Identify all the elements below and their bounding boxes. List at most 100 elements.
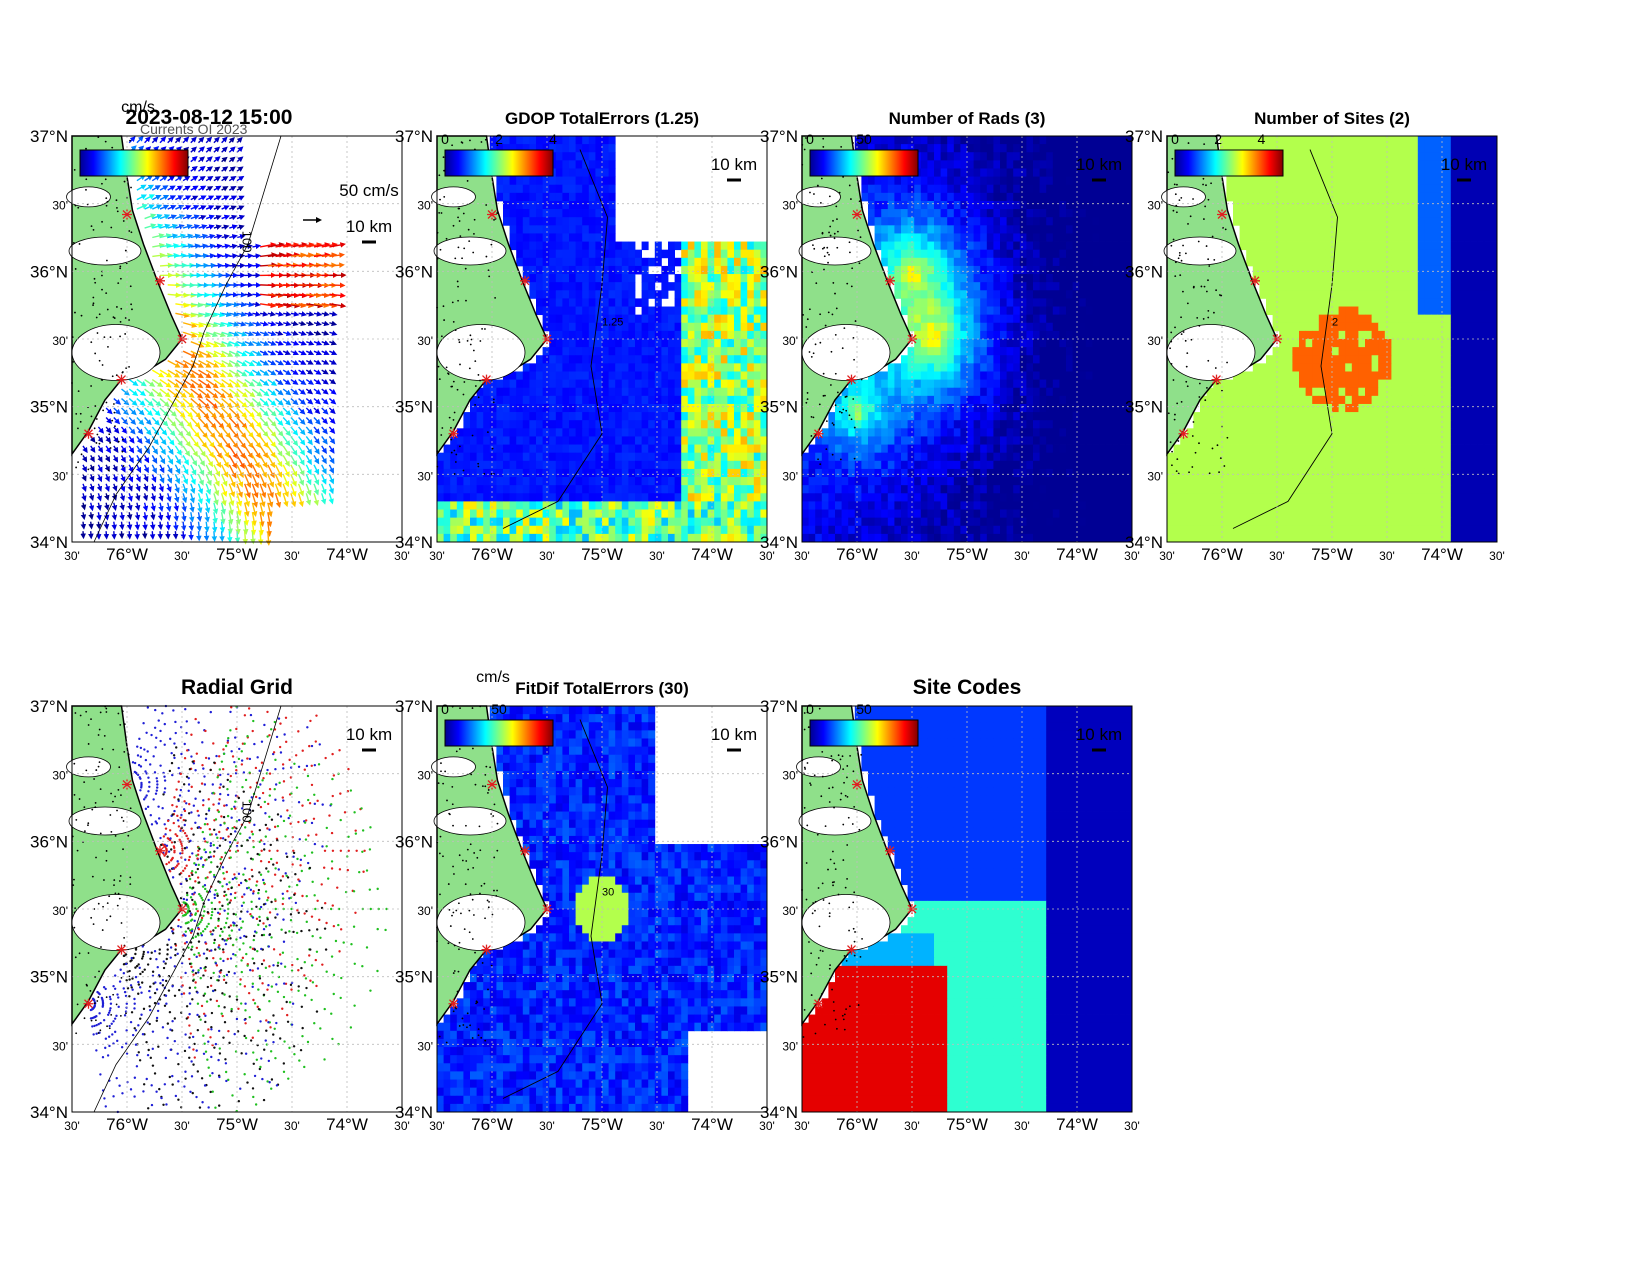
heatmap-cell — [727, 493, 735, 502]
current-vector — [190, 417, 201, 429]
heatmap-cell — [1105, 420, 1113, 429]
heatmap-cell — [1066, 339, 1073, 348]
heatmap-cell — [1000, 395, 1007, 405]
current-vector — [236, 205, 245, 211]
heatmap-cell — [753, 265, 761, 275]
current-vector — [167, 398, 179, 408]
heatmap-cell — [753, 403, 761, 413]
heatmap-cell — [555, 160, 563, 169]
heatmap-cell — [562, 249, 570, 259]
current-vector — [198, 360, 212, 368]
heatmap-cell — [993, 184, 1001, 194]
current-vector — [251, 455, 260, 469]
heatmap-cell — [509, 501, 517, 510]
heatmap-cell — [648, 485, 656, 494]
heatmap-cell — [980, 257, 988, 267]
current-vector — [275, 360, 285, 366]
heatmap-cell — [542, 314, 550, 324]
heatmap-cell — [1039, 290, 1047, 299]
heatmap-cell — [542, 282, 550, 291]
heatmap-cell — [854, 444, 862, 454]
heatmap-cell — [1046, 274, 1054, 283]
current-vector — [283, 320, 292, 327]
current-vector — [96, 483, 103, 492]
heatmap-cell — [1079, 395, 1087, 405]
heatmap-cell — [1118, 412, 1126, 421]
heatmap-cell — [1066, 485, 1073, 494]
y-tick-label: 35°N — [30, 398, 68, 417]
heatmap-cell — [808, 477, 816, 486]
heatmap-cell — [1072, 330, 1080, 340]
heatmap-cell — [894, 184, 902, 194]
heatmap-cell — [674, 420, 682, 429]
heatmap-cell — [687, 387, 695, 397]
heatmap-cell — [628, 533, 636, 543]
heatmap-cell — [1092, 452, 1100, 462]
heatmap-cell — [562, 452, 570, 462]
heatmap-cell — [1079, 298, 1087, 307]
heatmap-cell — [760, 387, 768, 397]
heatmap-cell — [953, 412, 961, 421]
heatmap-cell — [734, 420, 741, 429]
current-vector — [144, 417, 152, 426]
heatmap-cell — [562, 322, 570, 332]
current-vector — [205, 166, 213, 172]
current-vector — [190, 233, 201, 240]
current-vector — [244, 445, 254, 459]
heatmap-cell — [1019, 257, 1027, 267]
heatmap-cell — [861, 403, 869, 413]
heatmap-cell — [1125, 452, 1133, 462]
heatmap-cell — [953, 347, 961, 356]
coast-speck — [494, 297, 497, 299]
current-vector — [221, 388, 234, 399]
heatmap-cell — [1026, 192, 1034, 202]
heatmap-cell — [967, 477, 974, 486]
heatmap-cell — [848, 436, 856, 445]
heatmap-cell — [940, 282, 948, 291]
heatmap-cell — [747, 485, 755, 494]
heatmap-cell — [476, 468, 484, 478]
heatmap-cell — [868, 209, 875, 218]
heatmap-cell — [1079, 493, 1087, 502]
heatmap-cell — [927, 225, 935, 234]
heatmap-cell — [894, 290, 902, 299]
heatmap-cell — [980, 217, 988, 226]
coast-speck — [122, 220, 125, 222]
heatmap-cell — [914, 501, 922, 510]
heatmap-cell — [483, 533, 491, 543]
heatmap-cell — [861, 444, 869, 454]
heatmap-cell — [1072, 176, 1080, 186]
heatmap-cell — [960, 160, 968, 169]
heatmap-cell — [953, 298, 961, 307]
current-vector — [159, 195, 170, 201]
current-vector — [259, 502, 266, 518]
heatmap-cell — [1052, 468, 1060, 478]
heatmap-cell — [635, 452, 642, 462]
heatmap-cell — [489, 144, 497, 153]
heatmap-cell — [907, 274, 915, 283]
coast-speck — [486, 431, 489, 434]
heatmap-cell — [1059, 436, 1067, 445]
heatmap-cell — [747, 501, 755, 510]
heatmap-cell — [443, 468, 451, 478]
current-vector — [205, 474, 212, 487]
heatmap-cell — [1019, 136, 1027, 145]
heatmap-cell — [1079, 192, 1087, 202]
x-tick-label: 30' — [649, 549, 665, 563]
current-vector — [321, 407, 329, 415]
heatmap-cell — [1052, 363, 1060, 372]
heatmap-cell — [914, 363, 922, 372]
current-vector — [175, 185, 184, 191]
heatmap-cell — [529, 233, 537, 242]
heatmap-cell — [727, 525, 735, 535]
current-vector — [321, 320, 330, 327]
heatmap-cell — [608, 225, 616, 234]
current-vector — [151, 407, 161, 417]
heatmap-cell — [868, 452, 875, 462]
current-vector — [197, 483, 204, 495]
current-vector — [236, 398, 248, 408]
heatmap-cell — [1118, 339, 1126, 348]
heatmap-cell — [734, 314, 741, 324]
heatmap-cell — [1026, 371, 1034, 380]
heatmap-cell — [602, 290, 609, 299]
